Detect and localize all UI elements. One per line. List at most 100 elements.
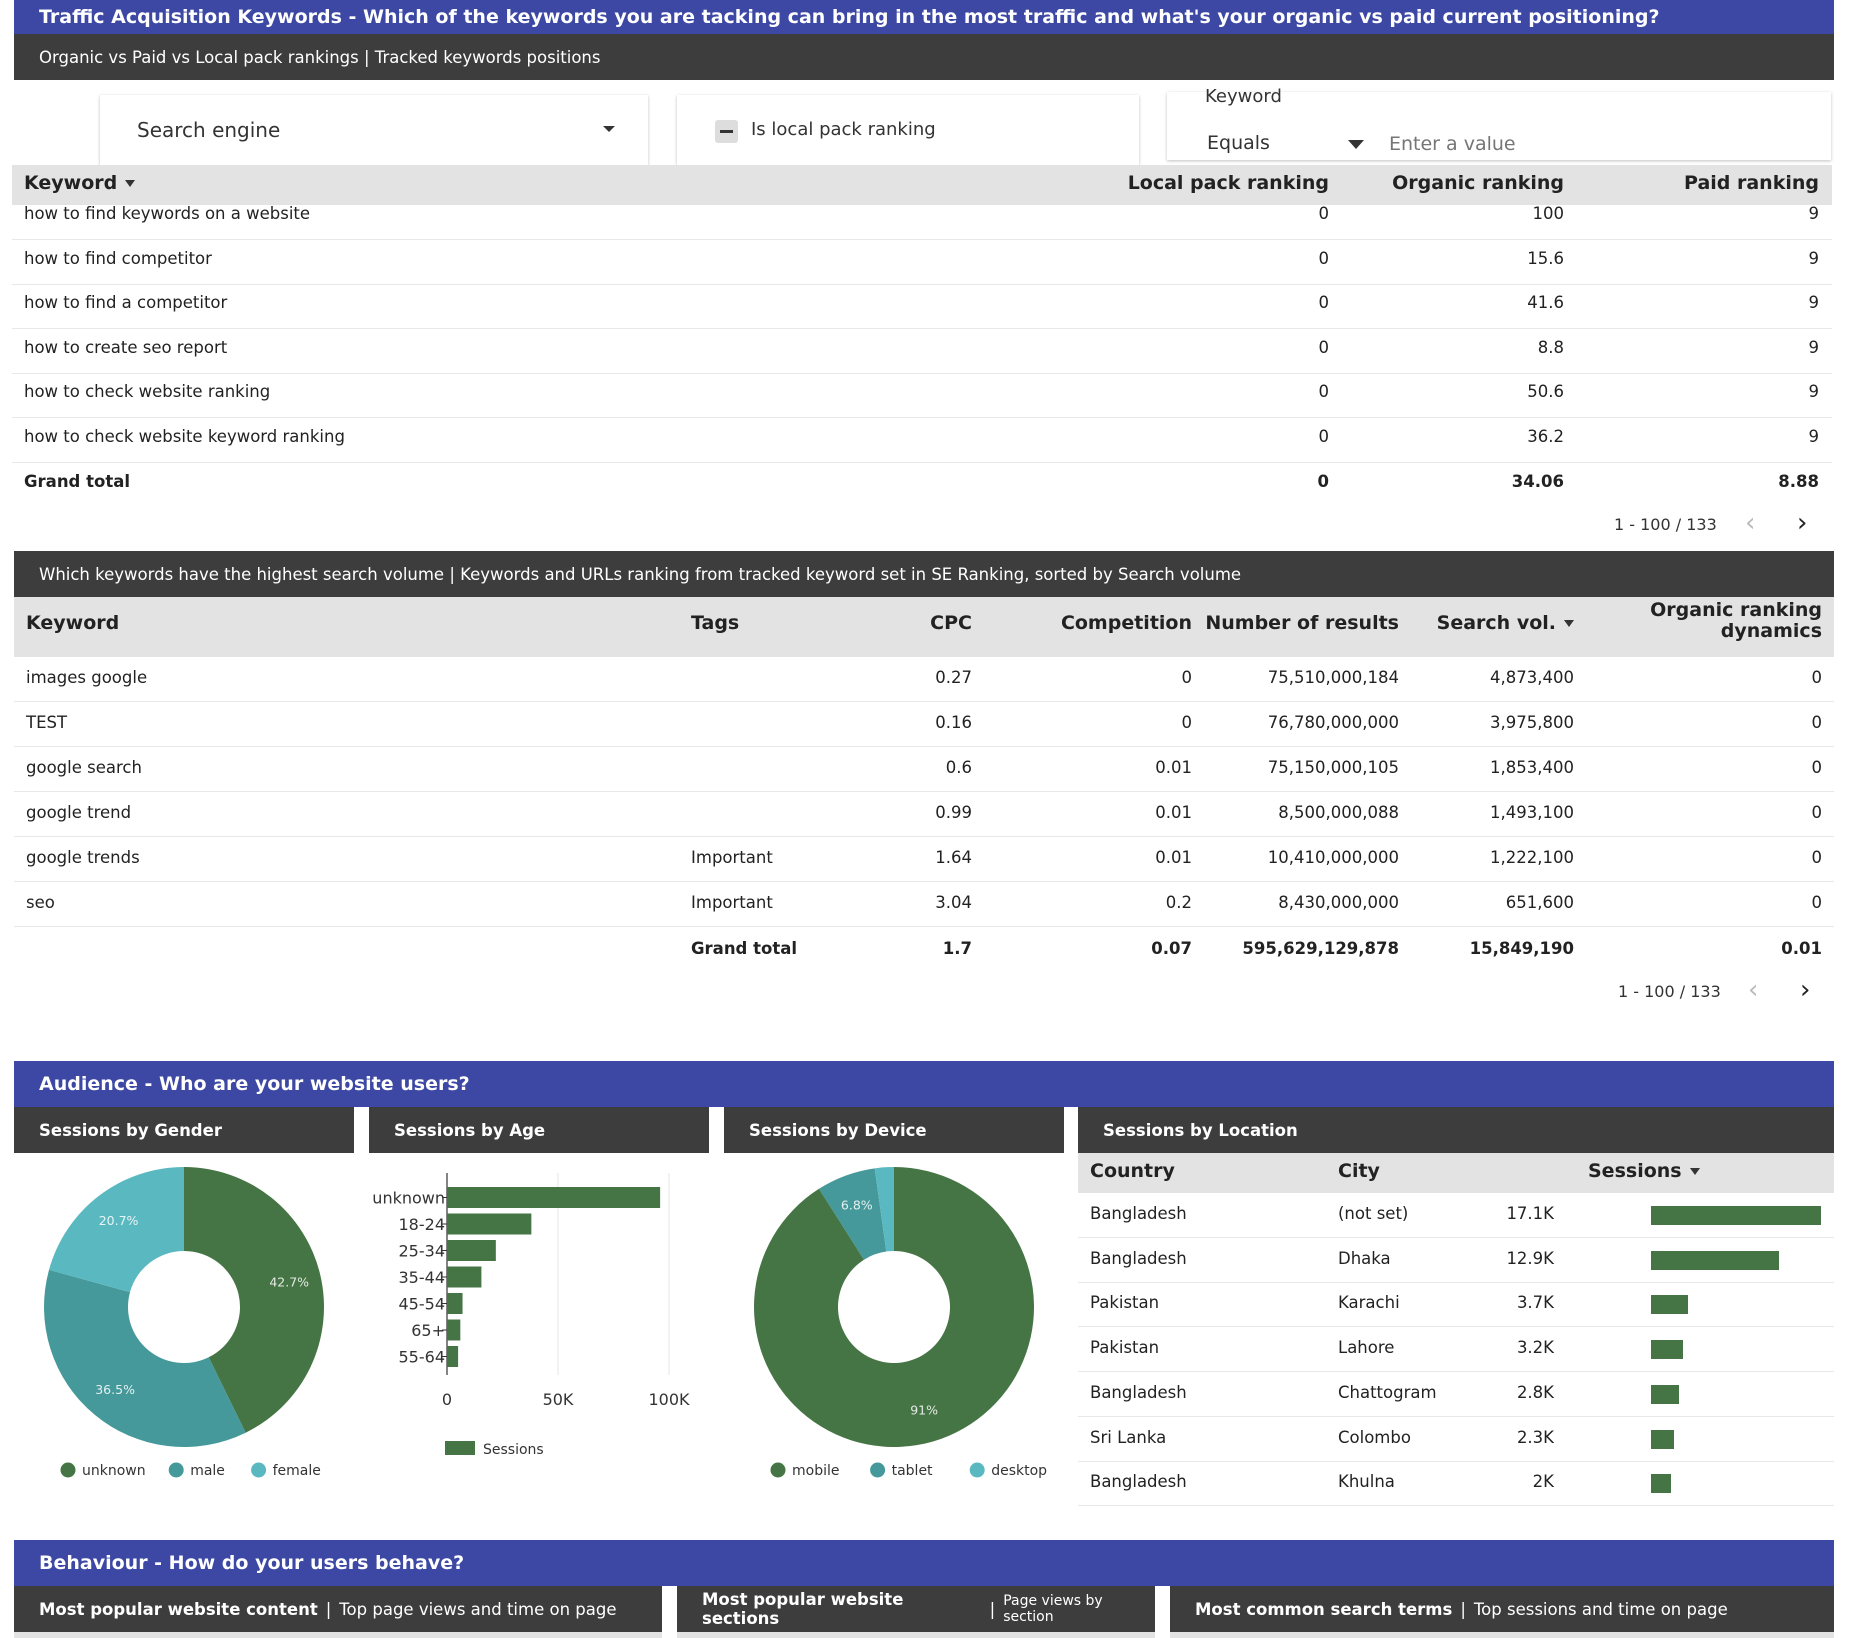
total-dynamics: 0.01 [1781, 939, 1822, 958]
desktop-slice[interactable] [874, 1167, 894, 1252]
age-category-label: 18-24 [399, 1215, 446, 1234]
search-table-edge [1170, 1632, 1834, 1638]
local-pack-filter[interactable]: Is local pack ranking [677, 95, 1139, 165]
legend-item-sessions[interactable]: Sessions [445, 1441, 544, 1458]
prev-page-icon[interactable]: ‹ [1745, 508, 1756, 538]
sessions-value: 12.9K [1506, 1248, 1554, 1268]
table-row[interactable]: how to check website keyword ranking 0 36.… [12, 418, 1832, 463]
legend-dot-icon [251, 1462, 267, 1478]
table-row[interactable]: how to create seo report 0 8.8 9 [12, 329, 1832, 374]
age-category-label: 25-34 [399, 1242, 446, 1261]
competition-cell: 0 [1181, 668, 1193, 687]
local-pack-cell: 0 [1318, 427, 1330, 446]
indeterminate-checkbox-icon[interactable] [715, 120, 738, 143]
next-page-icon[interactable]: › [1800, 975, 1811, 1005]
next-page-icon[interactable]: › [1797, 508, 1808, 538]
age-bar[interactable] [447, 1213, 532, 1235]
legend-dot-icon [870, 1462, 886, 1478]
tablet-slice[interactable] [818, 1168, 887, 1260]
table-row[interactable]: google trend 0.99 0.01 8,500,000,088 1,493,1… [14, 792, 1834, 837]
age-bar[interactable] [447, 1266, 482, 1288]
operator-caret-icon[interactable] [1348, 140, 1364, 149]
country-header[interactable]: Country [1090, 1160, 1175, 1182]
table-row[interactable]: how to find keywords on a website 0 100 9 [12, 195, 1832, 240]
age-category-label: 35-44 [399, 1268, 446, 1287]
competition-header[interactable]: Competition [1060, 612, 1192, 634]
slice-label: 6.8% [841, 1198, 873, 1213]
table-row[interactable]: Pakistan Karachi 3.7K [1078, 1282, 1834, 1328]
legend-item-tablet[interactable]: tablet [870, 1462, 933, 1480]
sections-table-edge [677, 1632, 1155, 1638]
local-pack-column-header[interactable]: Local pack ranking [1127, 172, 1329, 194]
cpc-header[interactable]: CPC [930, 612, 972, 634]
unknown-slice[interactable] [184, 1167, 325, 1433]
keyword-cell: images google [26, 668, 148, 687]
table-row[interactable]: Pakistan Lahore 3.2K [1078, 1327, 1834, 1373]
organic-cell: 15.6 [1527, 248, 1564, 268]
keyword-cell: google search [26, 758, 142, 777]
x-tick-label: 50K [543, 1390, 574, 1409]
keyword-cell: TEST [26, 713, 68, 732]
city-header[interactable]: City [1338, 1160, 1380, 1182]
table-row[interactable]: how to check website ranking 0 50.6 9 [12, 373, 1832, 419]
volume-table-header: Keyword Tags CPC Competition Number of r… [14, 597, 1834, 657]
age-bar[interactable] [447, 1346, 459, 1367]
table-row[interactable]: Bangladesh (not set) 17.1K [1078, 1193, 1834, 1238]
age-bar[interactable] [447, 1187, 661, 1208]
sessions-bar [1651, 1340, 1683, 1360]
popular-content-title: Most popular website content | Top page vi… [14, 1586, 662, 1632]
sessions-header[interactable]: Sessions [1588, 1160, 1700, 1182]
legend-item-unknown[interactable]: unknown [60, 1462, 146, 1480]
slice-label: 36.5% [95, 1382, 135, 1397]
results-cell: 8,430,000,000 [1278, 893, 1399, 912]
table-row[interactable]: Bangladesh Chattogram 2.8K [1078, 1372, 1834, 1417]
search-engine-filter[interactable]: Search engine [100, 95, 648, 165]
dynamics-header[interactable]: Organic ranking dynamics [1650, 599, 1822, 642]
legend-item-female[interactable]: female [251, 1462, 321, 1480]
country-cell: Pakistan [1090, 1338, 1160, 1358]
volume-keyword-header[interactable]: Keyword [26, 612, 120, 634]
grand-total-label: Grand total [691, 939, 798, 958]
female-slice[interactable] [49, 1167, 184, 1293]
tags-header[interactable]: Tags [691, 612, 740, 634]
keyword-filter: Keyword Equals [1167, 86, 1831, 160]
table-row[interactable]: seo Important 3.04 0.2 8,430,000,000 651,600 0 [14, 882, 1834, 927]
legend-item-mobile[interactable]: mobile [770, 1462, 840, 1480]
results-header[interactable]: Number of results [1205, 612, 1399, 634]
legend-item-desktop[interactable]: desktop [969, 1462, 1047, 1480]
age-bar[interactable] [447, 1293, 463, 1314]
country-cell: Bangladesh [1090, 1382, 1187, 1402]
dynamics-cell: 0 [1811, 848, 1823, 867]
cpc-cell: 0.27 [935, 668, 972, 687]
search-vol-header[interactable]: Search vol. [1437, 612, 1574, 634]
keyword-value-input[interactable] [1389, 130, 1809, 158]
keyword-column-header[interactable]: Keyword [24, 172, 136, 194]
table-row[interactable]: Bangladesh Khulna 2K [1078, 1461, 1834, 1507]
table-row[interactable]: how to find a competitor 0 41.6 9 [12, 284, 1832, 330]
age-bar[interactable] [447, 1319, 461, 1341]
x-tick-label: 0 [442, 1390, 452, 1409]
table-row[interactable]: images google 0.27 0 75,510,000,184 4,873,40… [14, 657, 1834, 702]
mobile-slice[interactable] [754, 1167, 1034, 1447]
tags-cell: Important [691, 848, 773, 867]
paid-cell: 9 [1808, 427, 1820, 446]
local-pack-cell: 0 [1318, 293, 1330, 313]
organic-cell: 50.6 [1527, 382, 1564, 402]
table-row[interactable]: google trends Important 1.64 0.01 10,410,000… [14, 837, 1834, 882]
table-row[interactable]: google search 0.6 0.01 75,150,000,105 1,853,… [14, 747, 1834, 792]
dropdown-caret-icon [603, 126, 615, 132]
male-slice[interactable] [43, 1269, 246, 1447]
legend-item-male[interactable]: male [168, 1462, 225, 1480]
organic-column-header[interactable]: Organic ranking [1392, 172, 1564, 194]
prev-page-icon[interactable]: ‹ [1748, 975, 1759, 1005]
table-row[interactable]: Sri Lanka Colombo 2.3K [1078, 1417, 1834, 1462]
table-row[interactable]: TEST 0.16 0 76,780,000,000 3,975,800 0 [14, 702, 1834, 747]
table-row[interactable]: how to find competitor 0 15.6 9 [12, 240, 1832, 285]
age-bar[interactable] [447, 1240, 496, 1261]
paid-column-header[interactable]: Paid ranking [1684, 172, 1819, 194]
table-row[interactable]: Bangladesh Dhaka 12.9K [1078, 1238, 1834, 1283]
local-pack-cell: 0 [1318, 382, 1330, 402]
operator-select[interactable]: Equals [1207, 132, 1270, 154]
local-pack-cell: 0 [1318, 204, 1330, 223]
search-terms-title: Most common search terms | Top sessions an… [1170, 1586, 1834, 1632]
